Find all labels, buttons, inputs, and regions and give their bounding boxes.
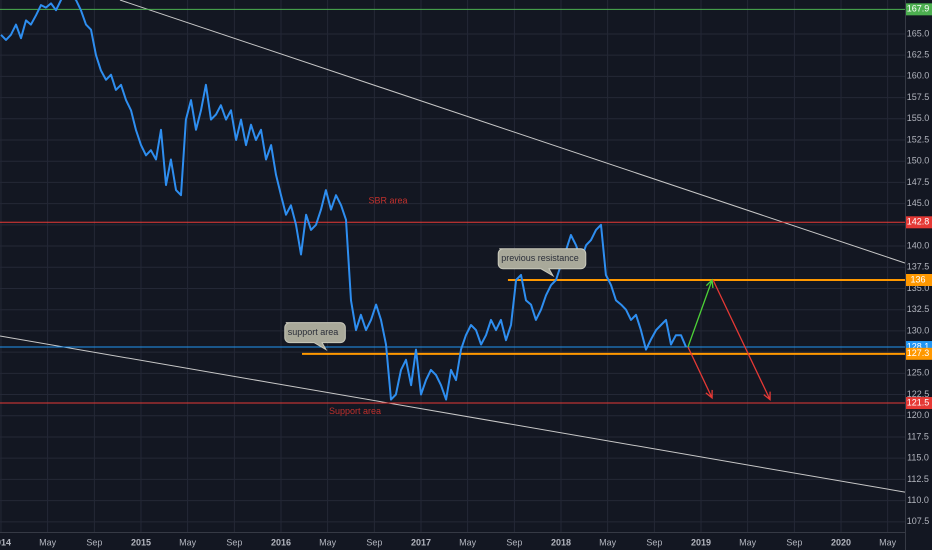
price-tag [906,347,932,360]
x-tick-label: 2018 [551,537,571,547]
y-tick-label: 112.5 [907,474,929,484]
price-line [0,0,687,401]
x-tick-label: Sep [506,537,522,547]
y-tick-label: 152.5 [907,134,930,144]
price-tag-label: 136 [910,274,925,284]
y-tick-label: 162.5 [907,50,930,60]
x-tick-label: Sep [86,537,102,547]
y-tick-label: 147.5 [907,177,930,187]
price-tag-label: 127.3 [907,348,930,358]
x-tick-label: May [39,537,57,547]
y-tick-label: 107.5 [907,516,930,526]
y-tick-label: 155.0 [907,113,930,123]
y-tick-label: 120.0 [907,410,930,420]
trendline [0,335,905,493]
price-tag [906,274,932,286]
x-tick-label: 2015 [131,537,151,547]
price-tag [906,3,932,16]
x-tick-label: Sep [786,537,802,547]
price-tag [906,216,932,229]
x-tick-label: Sep [226,537,242,547]
x-tick-label: Sep [366,537,382,547]
x-tick-label: 2019 [691,537,711,547]
y-tick-label: 117.5 [907,431,929,441]
callout-label: support area [288,327,339,337]
trendline [119,0,905,264]
callout-box [284,322,346,351]
y-tick-label: 157.5 [907,92,930,102]
callout-box [497,248,587,278]
y-tick-label: 130.0 [907,325,930,335]
callout-label: previous resistance [501,253,579,263]
x-tick-label: May [459,537,477,547]
y-tick-label: 110.0 [907,495,929,505]
y-tick-label: 150.0 [907,156,930,166]
y-tick-label: 132.5 [907,304,930,314]
x-tick-label: May [319,537,337,547]
arrow [712,279,771,401]
annotation: SBR area [368,195,407,205]
price-tag-label: 142.8 [907,217,930,227]
y-tick-label: 125.0 [907,368,930,378]
grid [0,0,905,532]
price-tag-label: 121.5 [907,397,930,407]
arrow [687,278,714,348]
x-tick-label: 2020 [831,537,851,547]
x-tick-label: 2014 [0,537,11,547]
arrow [687,346,713,400]
price-tag [906,397,932,410]
y-tick-label: 145.0 [907,198,930,208]
y-tick-label: 115.0 [907,453,929,463]
x-tick-label: May [739,537,757,547]
y-tick-label: 140.0 [907,240,930,250]
x-tick-label: May [879,537,897,547]
y-tick-label: 122.5 [907,389,930,399]
axes: 107.5 110.0 112.5 115.0 117.5 120.0 122.5 125.0… [0,3,932,547]
x-tick-label: May [599,537,617,547]
y-tick-label: 160.0 [907,71,930,81]
x-tick-label: May [179,537,197,547]
price-tag-label: 167.9 [907,4,930,14]
annotation: Support area [329,406,381,416]
y-tick-label: 165.0 [907,28,930,38]
price-tag-label: 128.1 [907,341,930,351]
x-tick-label: 2017 [411,537,431,547]
x-tick-label: Sep [646,537,662,547]
plot: SBR area Support area support area previous… [0,0,905,493]
y-tick-label: 137.5 [907,262,930,272]
x-tick-label: 2016 [271,537,291,547]
y-tick-label: 135.0 [907,283,930,293]
